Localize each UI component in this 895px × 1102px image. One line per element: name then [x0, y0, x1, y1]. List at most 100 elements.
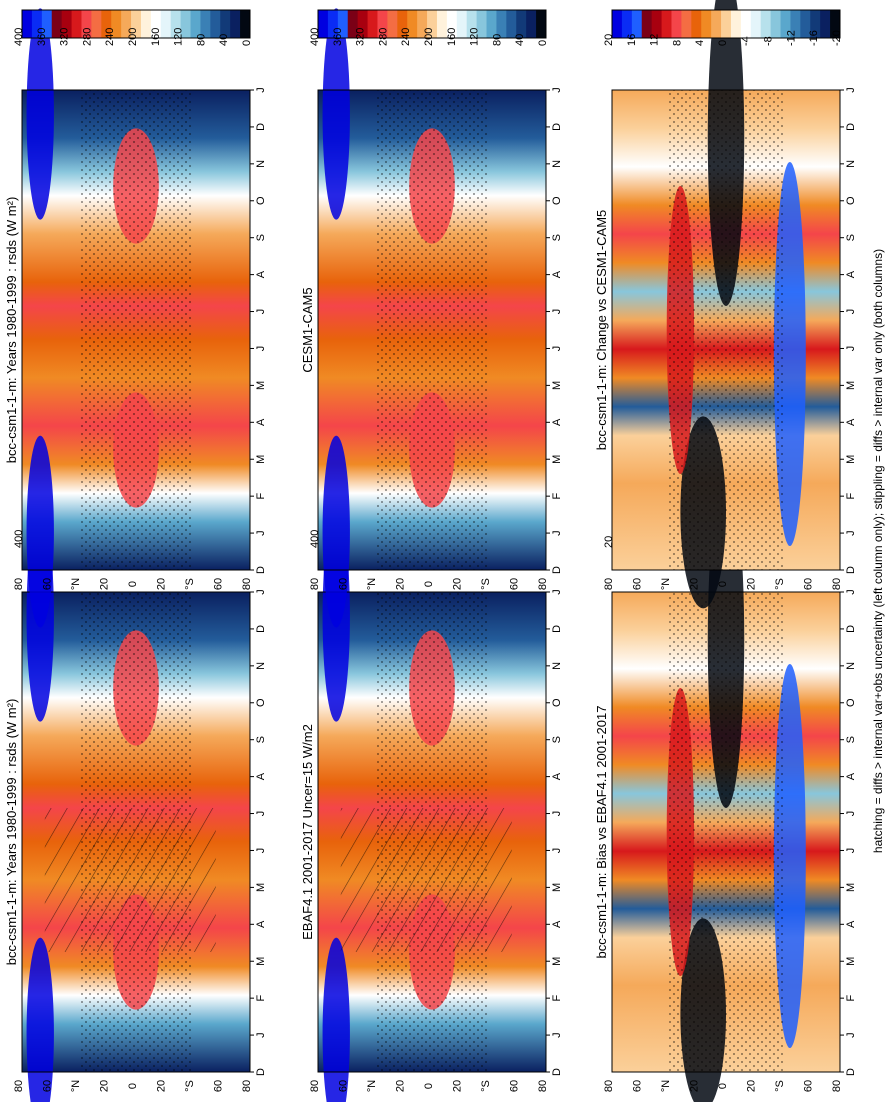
x-tick-label: J	[255, 87, 267, 93]
y-tick-label: 60	[632, 578, 644, 590]
colorbar-swatch	[820, 10, 830, 38]
x-tick-label: A	[845, 418, 857, 426]
y-tick-label: °N	[70, 578, 82, 590]
x-tick-label: M	[845, 455, 857, 464]
x-tick-label: D	[551, 625, 563, 633]
y-tick-label: 80	[831, 1080, 843, 1092]
panel-title: CESM1-CAM5	[300, 287, 315, 372]
x-tick-label: N	[845, 662, 857, 670]
x-tick-label: M	[551, 957, 563, 966]
colorbar-label: -4	[740, 36, 752, 46]
colorbar-label: 400	[309, 28, 321, 46]
panel-title: bcc-csm1-1-m: Years 1980-1999 : rsds (W …	[4, 197, 19, 464]
x-tick-label: N	[551, 662, 563, 670]
y-tick-label: 80	[309, 1080, 321, 1092]
x-tick-label: M	[255, 883, 267, 892]
y-tick-label: 60	[42, 578, 54, 590]
x-tick-label: F	[845, 995, 857, 1002]
x-tick-label: A	[255, 772, 267, 780]
x-tick-label: M	[551, 381, 563, 390]
x-tick-label: M	[255, 957, 267, 966]
x-tick-label: N	[255, 662, 267, 670]
x-tick-label: D	[255, 123, 267, 131]
y-tick-label: 0	[423, 581, 435, 587]
x-tick-label: D	[551, 1068, 563, 1076]
panel-title: EBAF4.1 2001-2017 Uncer=15 W/m2	[300, 724, 315, 940]
hatching-overlay	[45, 808, 216, 952]
y-tick-label: 80	[13, 1080, 25, 1092]
panel-title: bcc-csm1-1-m: Years 1980-1999 : rsds (W …	[4, 699, 19, 966]
y-tick-label: 20	[395, 1080, 407, 1092]
x-tick-label: J	[551, 346, 563, 352]
x-tick-label: J	[845, 346, 857, 352]
x-tick-label: A	[255, 418, 267, 426]
colorbar-swatch	[721, 10, 731, 38]
colorbar-swatch	[526, 10, 536, 38]
y-tick-label: 80	[603, 578, 615, 590]
x-tick-label: O	[255, 698, 267, 707]
x-tick-label: O	[845, 196, 857, 205]
colorbar-label: -12	[785, 30, 797, 46]
x-tick-label: D	[845, 566, 857, 574]
colorbar-label: 400	[13, 28, 25, 46]
x-tick-label: D	[551, 123, 563, 131]
colorbar-label: 200	[127, 28, 139, 46]
colorbar-label: 40	[514, 34, 526, 46]
y-tick-label: 80	[831, 578, 843, 590]
colorbar-label: 360	[332, 28, 344, 46]
colorbar-swatch	[711, 10, 721, 38]
colorbar-label: 16	[626, 34, 638, 46]
colorbar-swatch	[230, 10, 240, 38]
x-tick-label: A	[551, 270, 563, 278]
x-tick-label: D	[845, 625, 857, 633]
colorbar-label: 120	[173, 28, 185, 46]
stippling-overlay	[375, 90, 489, 570]
colorbar-label: 0	[717, 40, 729, 46]
x-tick-label: J	[551, 530, 563, 536]
x-tick-label: O	[255, 196, 267, 205]
x-tick-label: A	[551, 920, 563, 928]
y-tick-label: °S	[774, 1080, 786, 1092]
y-tick-label: 20	[156, 578, 168, 590]
x-tick-label: A	[551, 772, 563, 780]
y-tick-label: 20	[452, 578, 464, 590]
x-tick-label: J	[255, 1032, 267, 1038]
y-tick-label: 60	[803, 578, 815, 590]
x-tick-label: O	[845, 698, 857, 707]
x-tick-label: M	[845, 957, 857, 966]
colorbar-swatch	[536, 10, 546, 38]
x-tick-label: A	[551, 418, 563, 426]
x-tick-label: J	[255, 346, 267, 352]
x-tick-label: J	[845, 848, 857, 854]
y-tick-label: °S	[184, 1080, 196, 1092]
y-tick-label: 20	[99, 1080, 111, 1092]
colorbar-label: 320	[355, 28, 367, 46]
colorbar-label: 240	[400, 28, 412, 46]
colorbar-swatch	[681, 10, 691, 38]
contour-region-1	[323, 436, 350, 628]
colorbar-swatch	[691, 10, 701, 38]
colorbar-swatch	[751, 10, 761, 38]
colorbar-label: 80	[491, 34, 503, 46]
figure-caption: hatching = diffs > internal var+obs unce…	[871, 249, 885, 853]
x-tick-label: N	[255, 160, 267, 168]
contour-region-1	[27, 436, 54, 628]
y-tick-label: °S	[480, 1080, 492, 1092]
x-tick-label: J	[845, 87, 857, 93]
x-tick-label: S	[255, 234, 267, 241]
x-tick-label: D	[845, 1068, 857, 1076]
hatching-overlay	[341, 808, 512, 952]
y-tick-label: 60	[803, 1080, 815, 1092]
x-tick-label: A	[845, 772, 857, 780]
y-tick-label: 60	[213, 1080, 225, 1092]
x-tick-label: M	[551, 883, 563, 892]
x-tick-label: J	[551, 87, 563, 93]
x-tick-label: M	[255, 381, 267, 390]
x-tick-label: F	[845, 493, 857, 500]
y-tick-label: 20	[452, 1080, 464, 1092]
colorbar-label: 360	[36, 28, 48, 46]
x-tick-label: A	[845, 270, 857, 278]
colorbar-swatch	[662, 10, 672, 38]
x-tick-label: J	[551, 309, 563, 315]
colorbar-label: -16	[808, 30, 820, 46]
